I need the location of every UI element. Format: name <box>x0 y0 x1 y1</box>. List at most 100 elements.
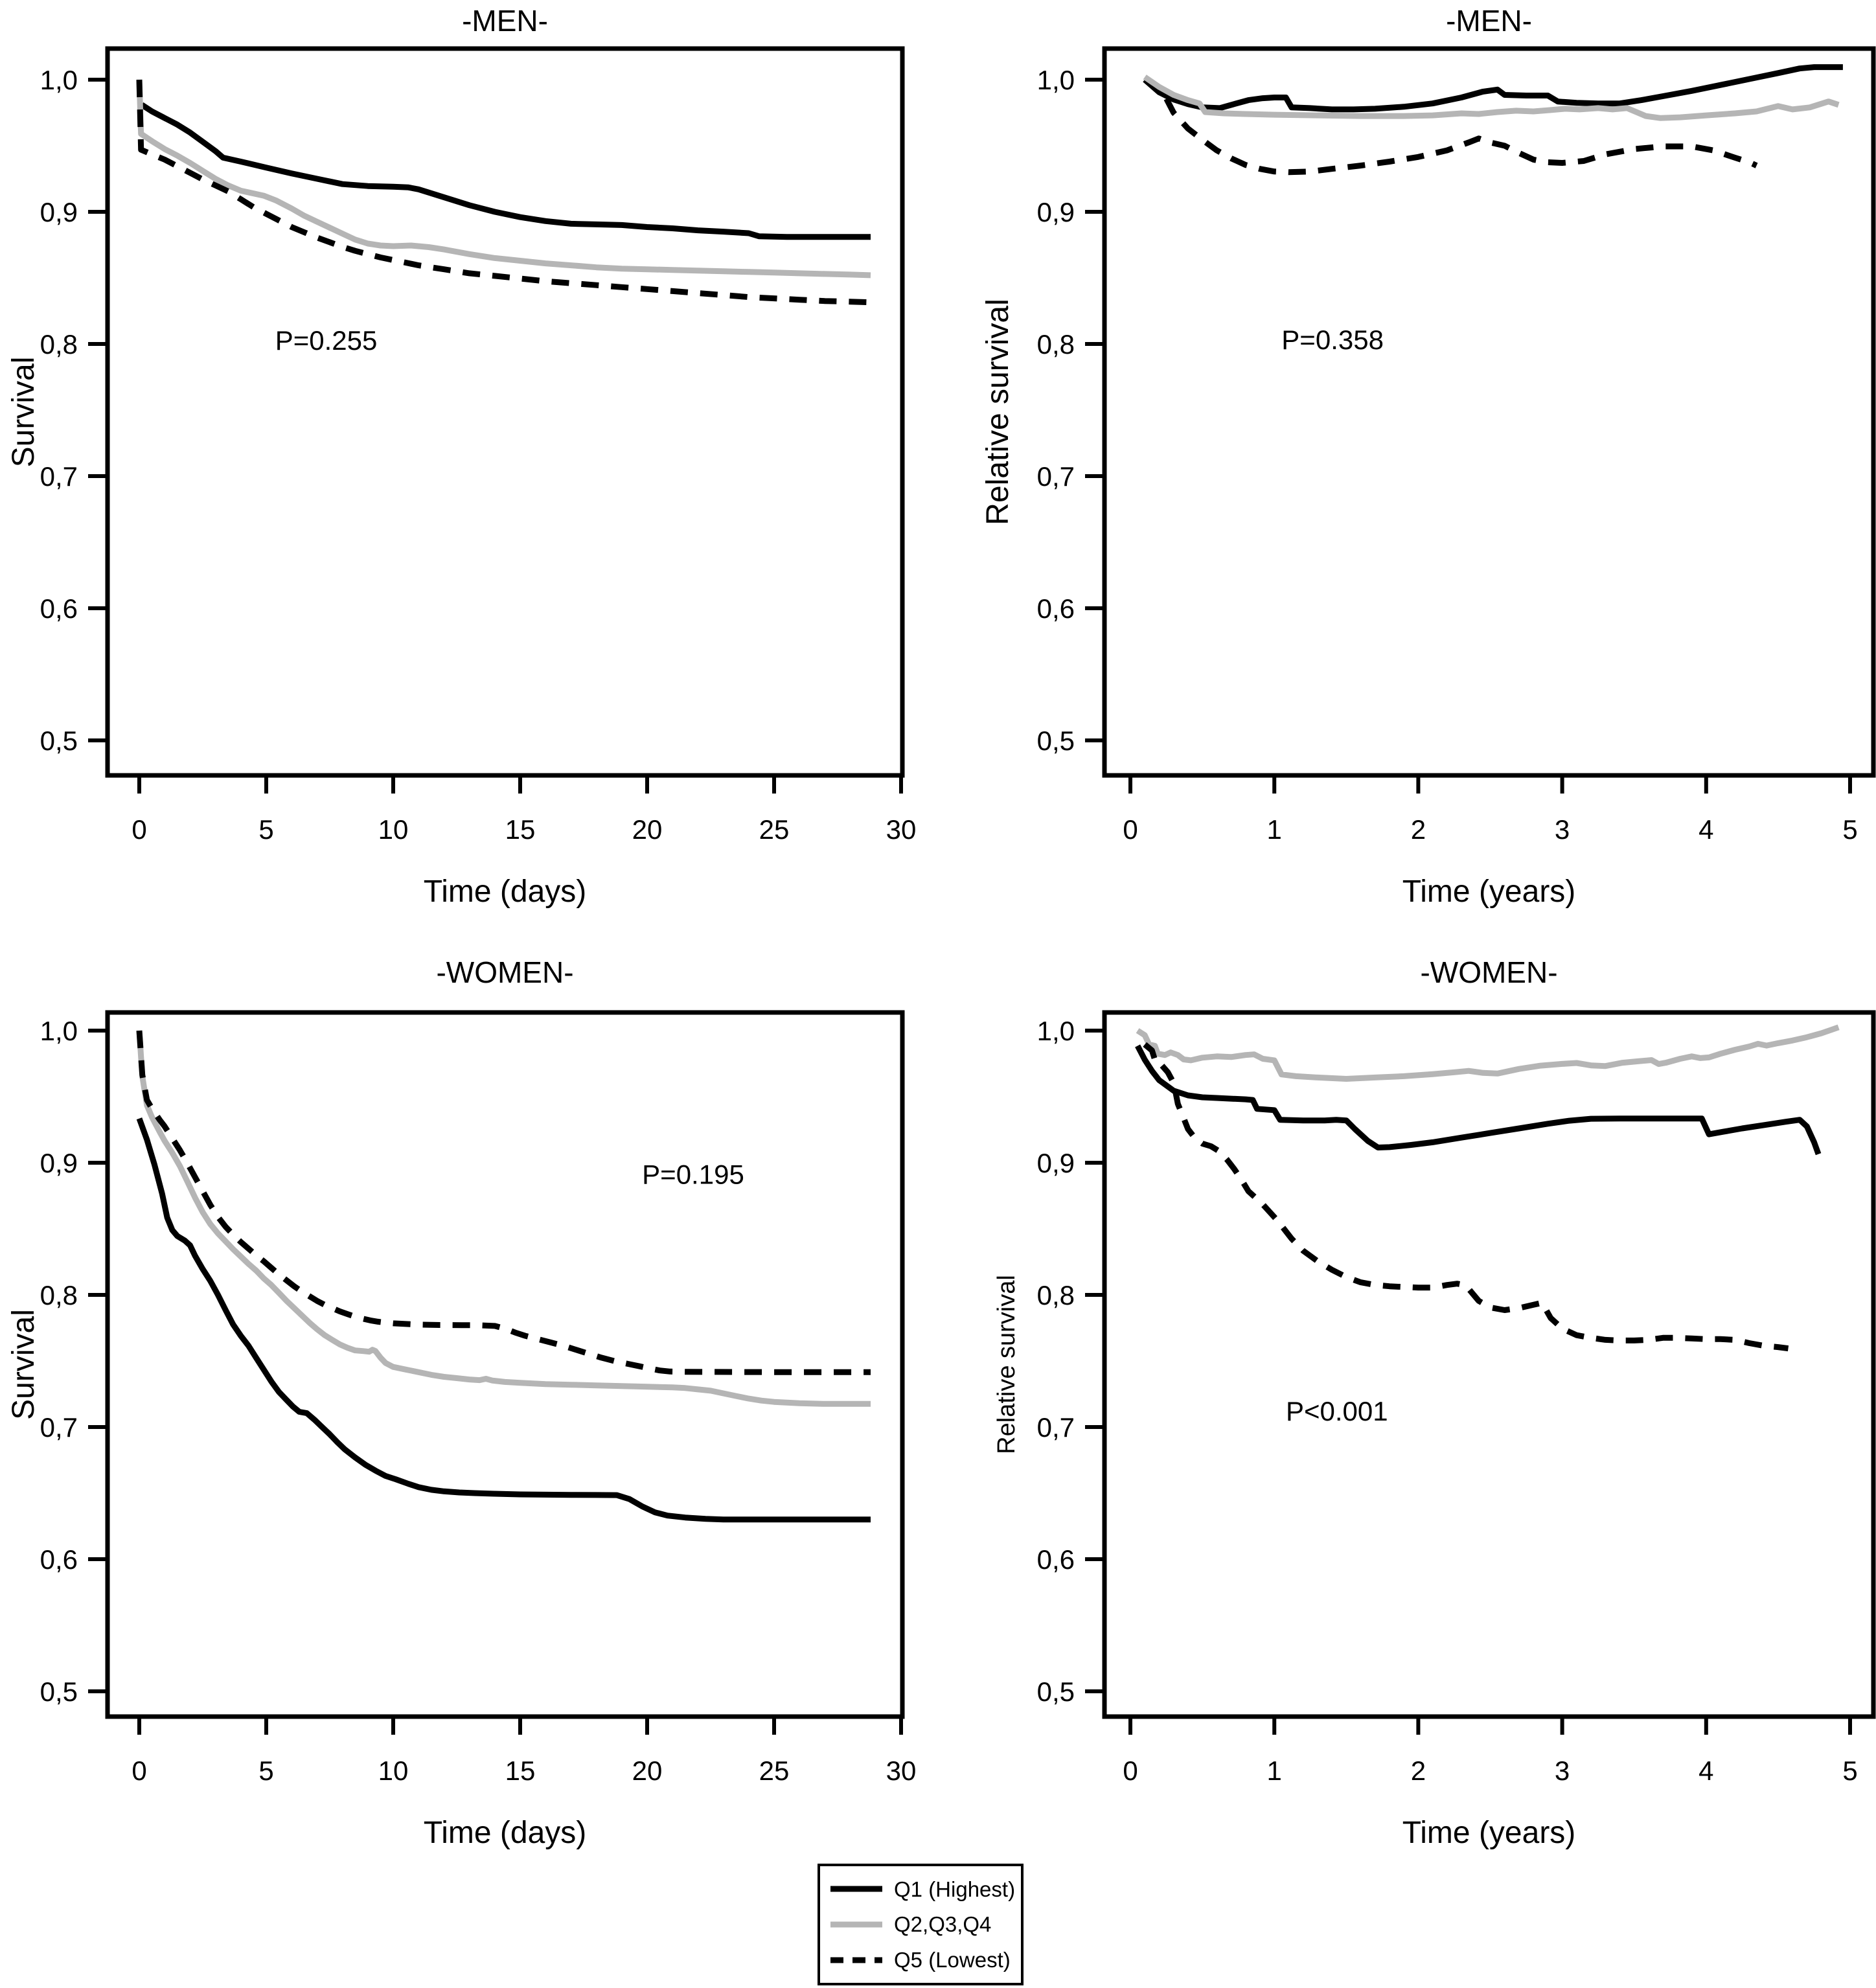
panel-title: -WOMEN- <box>1420 955 1557 989</box>
legend: Q1 (Highest) Q2,Q3,Q4 Q5 (Lowest) <box>818 1864 1024 1985</box>
legend-item-q1: Q1 (Highest) <box>829 1879 1017 1900</box>
legend-label-q234: Q2,Q3,Q4 <box>894 1912 992 1937</box>
survival-curve-q234 <box>136 79 871 279</box>
x-axis-tick-label: 3 <box>1555 1755 1570 1786</box>
legend-label-q5: Q5 (Lowest) <box>894 1948 1011 1972</box>
x-axis-tick-label: 20 <box>632 1755 663 1786</box>
p-value-annotation: P=0.255 <box>275 325 378 356</box>
y-axis-tick-label: 0,9 <box>40 197 78 227</box>
y-axis-tick-label: 0,8 <box>40 329 78 360</box>
y-axis-tick-label: 0,7 <box>1037 461 1075 492</box>
y-axis-tick-label: 0,8 <box>1037 1280 1075 1310</box>
y-axis-tick-label: 1,0 <box>40 1016 78 1046</box>
x-axis-tick-label: 5 <box>1842 814 1857 845</box>
x-axis-title: Time (years) <box>1402 1816 1576 1850</box>
y-axis-tick-label: 0,6 <box>40 593 78 624</box>
x-axis-tick-label: 1 <box>1267 814 1282 845</box>
y-axis-tick-label: 0,9 <box>1037 1148 1075 1178</box>
x-axis-title: Time (days) <box>424 1816 587 1850</box>
x-axis-tick-label: 0 <box>1123 814 1138 845</box>
survival-curve-q1 <box>136 1117 871 1523</box>
survival-curve-q5 <box>136 79 871 306</box>
panel-title: -MEN- <box>462 4 548 38</box>
x-axis-tick-label: 30 <box>886 814 917 845</box>
y-axis-tick-label: 0,7 <box>1037 1412 1075 1443</box>
survival-curve-q234 <box>136 1030 871 1407</box>
x-axis-tick-label: 1 <box>1267 1755 1282 1786</box>
y-axis-title: Survival <box>6 1309 41 1420</box>
survival-curve-q5 <box>136 1030 871 1375</box>
y-axis-tick-label: 0,5 <box>40 1676 78 1707</box>
x-axis-tick-label: 0 <box>132 1755 146 1786</box>
x-axis-tick-label: 25 <box>759 814 790 845</box>
y-axis-tick-label: 0,6 <box>1037 1544 1075 1575</box>
survival-curve-q1 <box>1143 64 1843 113</box>
y-axis-tick-label: 1,0 <box>1037 65 1075 95</box>
x-axis-tick-label: 2 <box>1411 1755 1426 1786</box>
p-value-annotation: P=0.195 <box>642 1160 744 1190</box>
x-axis-tick-label: 10 <box>378 1755 409 1786</box>
plot-box <box>1102 46 1876 778</box>
panel-women-30day-survival: -WOMEN- 1,0 0,9 0,8 0,7 0,6 0,5 0 5 10 15 20 25 30 Tim… <box>0 943 938 1866</box>
survival-curve-q234 <box>1136 1024 1840 1082</box>
survival-curve-q5 <box>1143 1042 1789 1352</box>
x-axis-tick-label: 15 <box>505 814 536 845</box>
x-axis-title: Time (days) <box>424 874 587 909</box>
y-axis-tick-label: 0,8 <box>1037 329 1075 360</box>
y-axis-tick-label: 1,0 <box>1037 1016 1075 1046</box>
p-value-annotation: P=0.358 <box>1281 325 1384 355</box>
x-axis-tick-label: 3 <box>1555 814 1570 845</box>
y-axis-tick-label: 0,6 <box>40 1544 78 1575</box>
x-axis-tick-label: 30 <box>886 1755 917 1786</box>
x-axis-tick-label: 2 <box>1411 814 1426 845</box>
y-axis-tick-label: 1,0 <box>40 65 78 95</box>
y-axis-title: Relative survival <box>981 299 1015 525</box>
plot-box <box>105 1010 905 1719</box>
p-value-annotation: P<0.001 <box>1286 1396 1388 1426</box>
panel-men-relative-survival: -MEN- 1,0 0,9 0,8 0,7 0,6 0,5 0 1 2 3 4 5 Time (years… <box>938 0 1876 943</box>
chart-svg-women-days: -WOMEN- 1,0 0,9 0,8 0,7 0,6 0,5 0 5 10 15 20 25 30 Tim… <box>6 955 917 1850</box>
panel-women-relative-survival: -WOMEN- 1,0 0,9 0,8 0,7 0,6 0,5 0 1 2 3 4 5 Time (yea… <box>938 943 1876 1866</box>
x-axis-tick-label: 5 <box>258 1755 273 1786</box>
y-axis-tick-label: 0,6 <box>1037 593 1075 624</box>
y-axis-tick-label: 0,5 <box>1037 726 1075 756</box>
x-axis-title: Time (years) <box>1402 874 1576 909</box>
panel-men-30day-survival: -MEN- 1,0 0,9 0,8 0,7 0,6 0,5 0 5 10 15 20 25 30 Time … <box>0 0 938 943</box>
chart-svg-women-years: -WOMEN- 1,0 0,9 0,8 0,7 0,6 0,5 0 1 2 3 4 5 Time (yea… <box>993 955 1876 1850</box>
survival-curve-q1 <box>140 102 871 240</box>
y-axis-tick-label: 0,9 <box>40 1148 78 1178</box>
x-axis-tick-label: 4 <box>1699 1755 1713 1786</box>
x-axis-tick-label: 15 <box>505 1755 536 1786</box>
chart-svg-men-years: -MEN- 1,0 0,9 0,8 0,7 0,6 0,5 0 1 2 3 4 5 Time (years… <box>981 4 1876 909</box>
legend-label-q1: Q1 (Highest) <box>894 1877 1016 1901</box>
x-axis-tick-label: 0 <box>132 814 146 845</box>
x-axis-tick-label: 0 <box>1123 1755 1138 1786</box>
x-axis-tick-label: 4 <box>1699 814 1713 845</box>
plot-box <box>1102 1010 1876 1719</box>
plot-box <box>105 46 905 778</box>
legend-line-q1 <box>830 1886 882 1892</box>
x-axis-tick-label: 5 <box>258 814 273 845</box>
legend-item-q234: Q2,Q3,Q4 <box>829 1914 1017 1935</box>
x-axis-tick-label: 25 <box>759 1755 790 1786</box>
legend-line-q5 <box>830 1957 882 1963</box>
y-axis-tick-label: 0,5 <box>1037 1676 1075 1707</box>
y-axis-tick-label: 0,7 <box>40 1412 78 1443</box>
y-axis-tick-label: 0,7 <box>40 461 78 492</box>
survival-curve-q1 <box>1135 1044 1822 1156</box>
y-axis-title: Relative survival <box>993 1275 1020 1454</box>
panel-title: -WOMEN- <box>436 955 573 989</box>
y-axis-tick-label: 0,8 <box>40 1280 78 1310</box>
legend-line-q234 <box>830 1921 882 1928</box>
y-axis-tick-label: 0,5 <box>40 726 78 756</box>
y-axis-title: Survival <box>6 357 41 468</box>
survival-curve-q5 <box>1163 97 1758 176</box>
x-axis-tick-label: 10 <box>378 814 409 845</box>
y-axis-tick-label: 0,9 <box>1037 197 1075 227</box>
panel-title: -MEN- <box>1446 4 1532 38</box>
legend-item-q5: Q5 (Lowest) <box>829 1949 1017 1971</box>
survival-curve-q234 <box>1143 74 1840 121</box>
x-axis-tick-label: 5 <box>1842 1755 1857 1786</box>
x-axis-tick-label: 20 <box>632 814 663 845</box>
